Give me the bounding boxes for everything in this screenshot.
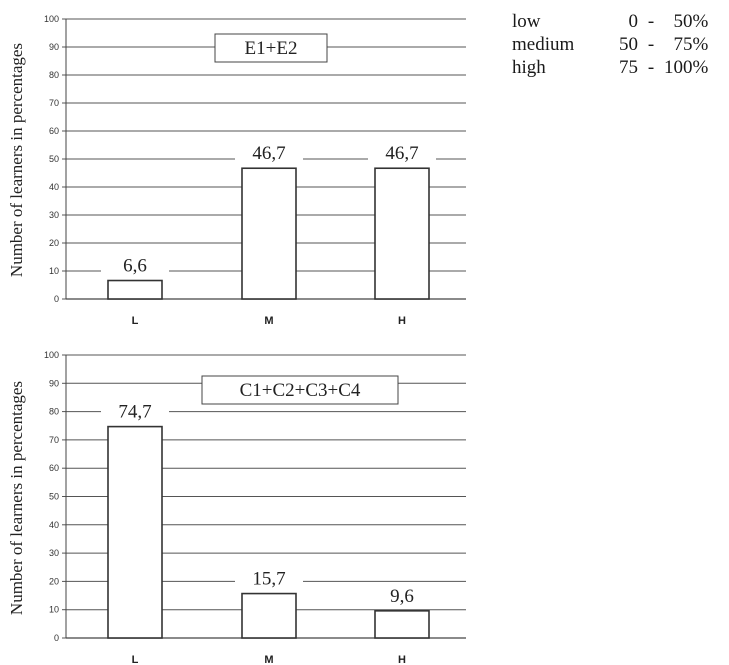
x-tick-label: M	[264, 654, 273, 665]
y-tick-label: 100	[44, 350, 59, 360]
data-label: 74,7	[118, 402, 151, 423]
bar-L	[107, 425, 163, 639]
chart-title-box	[201, 375, 399, 405]
y-tick-label: 40	[49, 182, 59, 192]
legend-from: 50	[619, 34, 638, 55]
y-tick-label: 90	[49, 378, 59, 388]
x-tick-label: M	[264, 315, 273, 327]
y-tick-label: 0	[54, 294, 59, 304]
y-tick-label: 10	[49, 266, 59, 276]
y-axis-label: Number of learners in percentages	[7, 381, 26, 615]
y-tick-label: 50	[49, 154, 59, 164]
legend-row-medium: medium 50 - 75%	[512, 33, 708, 56]
y-tick-label: 0	[54, 633, 59, 643]
chart-title: C1+C2+C3+C4	[240, 380, 361, 401]
y-tick-label: 20	[49, 238, 59, 248]
data-label: 46,7	[252, 143, 285, 164]
legend-label: high	[512, 57, 546, 78]
legend-sep: -	[647, 34, 655, 55]
bar-H	[374, 610, 430, 639]
legend-label: low	[512, 11, 541, 32]
bar-M	[241, 167, 297, 300]
legend-row-high: high 75 - 100%	[512, 56, 708, 79]
y-tick-label: 40	[49, 520, 59, 530]
bar-M	[241, 592, 297, 639]
y-tick-label: 60	[49, 126, 59, 136]
y-tick-label: 10	[49, 605, 59, 615]
y-tick-label: 60	[49, 463, 59, 473]
y-tick-label: 70	[49, 98, 59, 108]
x-tick-label: L	[132, 654, 139, 665]
y-tick-label: 30	[49, 548, 59, 558]
legend-to: 100%	[664, 57, 709, 78]
legend-to: 75%	[673, 34, 709, 55]
range-legend: low 0 - 50% medium 50 - 75% high 75 - 10…	[512, 10, 708, 79]
y-tick-label: 80	[49, 407, 59, 417]
legend-table: low 0 - 50% medium 50 - 75% high 75 - 10…	[512, 10, 708, 79]
bar-L	[107, 279, 163, 300]
data-label: 9,6	[390, 586, 414, 607]
y-tick-label: 20	[49, 576, 59, 586]
legend-sep: -	[647, 57, 655, 78]
legend-from: 0	[628, 11, 639, 32]
bar-chart-panel: 0 10 20 30 40 50 60 70 80 90 100 74,7 L 15,7 M 9,6 H C1+C…	[7, 350, 466, 665]
legend-sep: -	[647, 11, 655, 32]
chart-title-box	[214, 33, 328, 63]
y-tick-label: 50	[49, 492, 59, 502]
data-label: 46,7	[385, 143, 418, 164]
legend-from: 75	[619, 57, 638, 78]
legend-to: 50%	[673, 11, 709, 32]
x-tick-label: L	[132, 315, 139, 327]
x-tick-label: H	[398, 315, 406, 327]
bar-H	[374, 167, 430, 300]
chart-title: E1+E2	[245, 38, 298, 59]
y-tick-label: 90	[49, 42, 59, 52]
y-tick-label: 30	[49, 210, 59, 220]
y-tick-label: 70	[49, 435, 59, 445]
x-tick-label: H	[398, 654, 406, 665]
legend-label: medium	[512, 34, 575, 55]
data-label: 15,7	[252, 569, 285, 590]
y-axis-label: Number of learners in percentages	[7, 43, 26, 277]
legend-row-low: low 0 - 50%	[512, 10, 708, 33]
y-tick-label: 100	[44, 14, 59, 24]
bar-chart-panel: 0 10 20 30 40 50 60 70 80 90 100 6,6 L 46,7 M 46,7 H E1+E…	[7, 14, 466, 327]
data-label: 6,6	[123, 256, 147, 277]
y-tick-label: 80	[49, 70, 59, 80]
